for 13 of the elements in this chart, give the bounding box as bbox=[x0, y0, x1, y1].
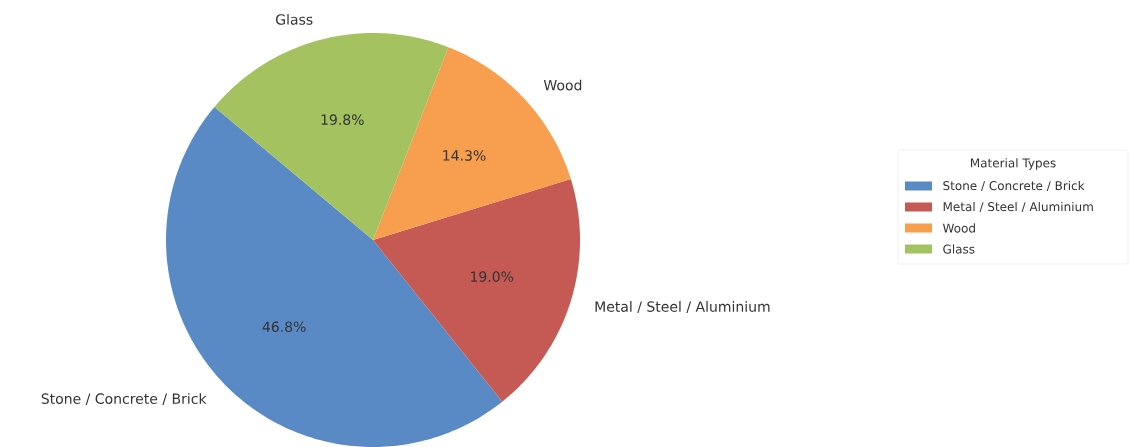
legend-label: Wood bbox=[942, 223, 975, 233]
data-label: 19.8% bbox=[321, 114, 364, 125]
data-label: 14.3% bbox=[443, 150, 486, 161]
slice-label: Metal / Steel / Aluminium bbox=[595, 301, 770, 313]
data-label: 46.8% bbox=[262, 321, 306, 333]
legend-title: Material Types bbox=[971, 158, 1056, 170]
slice-label: Wood bbox=[543, 79, 582, 91]
slice-label: Stone / Concrete / Brick bbox=[41, 393, 207, 406]
legend-label: Metal / Steel / Aluminium bbox=[943, 201, 1093, 213]
legend-label: Stone / Concrete / Brick bbox=[943, 180, 1085, 192]
slice-label: Glass bbox=[276, 13, 313, 25]
data-label: 19.0% bbox=[471, 271, 514, 282]
legend-label: Glass bbox=[943, 244, 975, 254]
